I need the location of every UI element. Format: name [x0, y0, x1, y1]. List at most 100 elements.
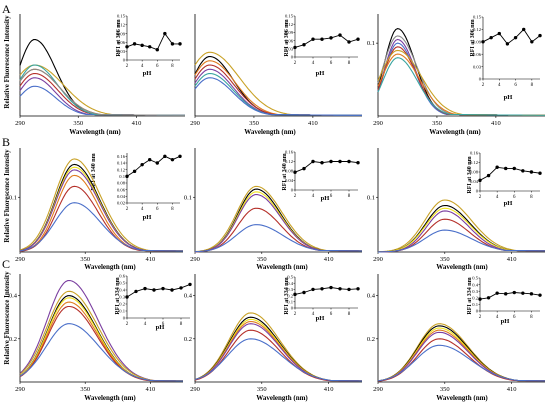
inset-y-tick-label: 0.2: [287, 293, 293, 298]
x-tick-label: 290: [190, 120, 200, 127]
inset-data-point: [148, 157, 152, 162]
inset-x-tick-label: 6: [513, 315, 516, 320]
inset-y-tick-label: 0.12: [285, 159, 294, 164]
inset-x-tick-label: 2: [126, 207, 129, 212]
inset-data-point: [481, 40, 485, 44]
inset-y-tick-label: 0: [291, 55, 294, 60]
x-tick-label: 290: [190, 256, 200, 263]
y-tick-label: 0.2: [184, 336, 192, 343]
inset-data-point: [311, 37, 315, 41]
inset-data-point: [152, 288, 156, 292]
spectrum-curve-black: [194, 188, 362, 253]
inset-data-point: [161, 286, 165, 291]
inset-x-tick-label: 4: [141, 64, 144, 69]
x-tick-label: 410: [132, 120, 142, 127]
inset-y-tick-label: 0.03: [117, 49, 126, 54]
inset-xlabel-c2: pH: [316, 315, 325, 322]
row-label-b: B: [2, 135, 10, 149]
inset-y-tick-label: 0.1: [119, 309, 125, 314]
inset-data-point: [320, 160, 324, 165]
inset-data-point: [495, 165, 499, 169]
inset-y-tick-label: 0: [123, 316, 126, 321]
x-axis-label-b1: Wavelength (nm): [84, 263, 136, 271]
y-tick-label: 0.1: [184, 194, 192, 201]
inset-data-point: [530, 40, 534, 44]
inset-data-point: [521, 291, 525, 295]
spectrum-curve-gray: [19, 68, 185, 116]
inset-xlabel-c3: pH: [501, 318, 510, 325]
inset-y-tick-label: 0.1: [119, 174, 125, 179]
spectrum-curve-blue: [194, 77, 362, 116]
inset-xlabel-c1: pH: [156, 324, 165, 331]
inset-data-point: [538, 33, 542, 38]
inset-x-tick-label: 6: [162, 322, 165, 327]
inset-x-tick-label: 8: [348, 61, 351, 66]
inset-y-tick-label: 0.04: [285, 178, 294, 183]
inset-x-tick-label: 2: [126, 322, 129, 327]
inset-y-tick-label: 0.5: [119, 281, 125, 286]
inset-data-point: [347, 40, 351, 44]
inset-data-point: [140, 43, 144, 48]
inset-data-point: [356, 37, 360, 41]
inset-y-tick-label: 0.4: [119, 288, 125, 293]
x-axis-label-b2: Wavelength (nm): [256, 263, 308, 271]
inset-y-tick-label: 0.16: [285, 150, 294, 155]
inset-x-tick-label: 6: [513, 195, 516, 200]
inset-ylabel-c3: RFI at 334 nm: [467, 277, 473, 314]
inset-y-tick-label: 0.03: [473, 64, 482, 69]
inset-data-point: [489, 35, 493, 40]
spectrum-curve-teal: [194, 72, 362, 116]
inset-y-tick-label: 0.12: [117, 23, 126, 28]
y-axis-label-row-b: Relative Fluorescence Intensity: [3, 149, 11, 243]
x-axis-label-c1: Wavelength (nm): [84, 394, 136, 402]
y-tick-label: 0.1: [367, 40, 375, 47]
inset-background: [127, 276, 190, 318]
inset-y-tick-label: 0.1: [287, 300, 293, 305]
x-tick-label: 350: [440, 256, 450, 263]
inset-data-point: [356, 160, 360, 165]
inset-y-tick-label: 0: [476, 309, 479, 314]
inset-x-tick-label: 2: [126, 64, 129, 69]
inset-xlabel-b1: pH: [143, 214, 152, 221]
x-axis-label-c3: Wavelength (nm): [436, 394, 488, 402]
inset-data-point: [125, 45, 129, 49]
x-axis-label-a2: Wavelength (nm): [244, 128, 296, 136]
inset-ylabel-b2: RFI at 340 nm: [282, 153, 288, 190]
inset-data-point: [132, 169, 137, 174]
inset-line: [294, 34, 359, 48]
inset-data-point: [179, 286, 183, 290]
inset-x-tick-label: 8: [171, 207, 174, 212]
inset-y-tick-label: 0.04: [117, 194, 126, 199]
inset-x-tick-label: 8: [530, 315, 533, 320]
x-tick-label: 290: [373, 256, 383, 263]
inset-data-point: [188, 282, 192, 287]
inset-ylabel-a1: RFI at 306 nm: [116, 19, 122, 56]
inset-x-tick-label: 2: [294, 61, 297, 66]
inset-y-tick-label: 0.08: [470, 170, 479, 175]
x-tick-label: 410: [507, 386, 517, 393]
inset-data-point: [513, 35, 518, 40]
inset-x-tick-label: 6: [330, 312, 333, 317]
inset-data-point: [347, 287, 351, 292]
inset-x-tick-label: 8: [530, 195, 533, 200]
inset-data-point: [486, 173, 491, 178]
x-tick-label: 410: [146, 256, 156, 263]
inset-data-point: [302, 290, 306, 295]
inset-y-tick-label: 0.06: [473, 52, 482, 57]
inset-data-point: [538, 293, 542, 297]
inset-background: [483, 17, 540, 79]
inset-background: [295, 152, 358, 190]
x-axis-label-a1: Wavelength (nm): [69, 128, 121, 136]
inset-y-tick-label: 0.16: [470, 151, 479, 156]
x-tick-label: 410: [324, 386, 334, 393]
spectrum-curve-blue: [378, 229, 545, 253]
inset-x-tick-label: 4: [496, 315, 499, 320]
inset-ylabel-b1: RFI at 340 nm: [91, 153, 97, 190]
inset-y-tick-label: 0.4: [472, 282, 478, 287]
inset-data-point: [311, 159, 315, 164]
x-tick-label: 290: [373, 120, 383, 127]
inset-x-tick-label: 6: [156, 207, 159, 212]
inset-x-tick-label: 8: [531, 83, 534, 88]
inset-y-tick-label: 0: [291, 306, 294, 311]
